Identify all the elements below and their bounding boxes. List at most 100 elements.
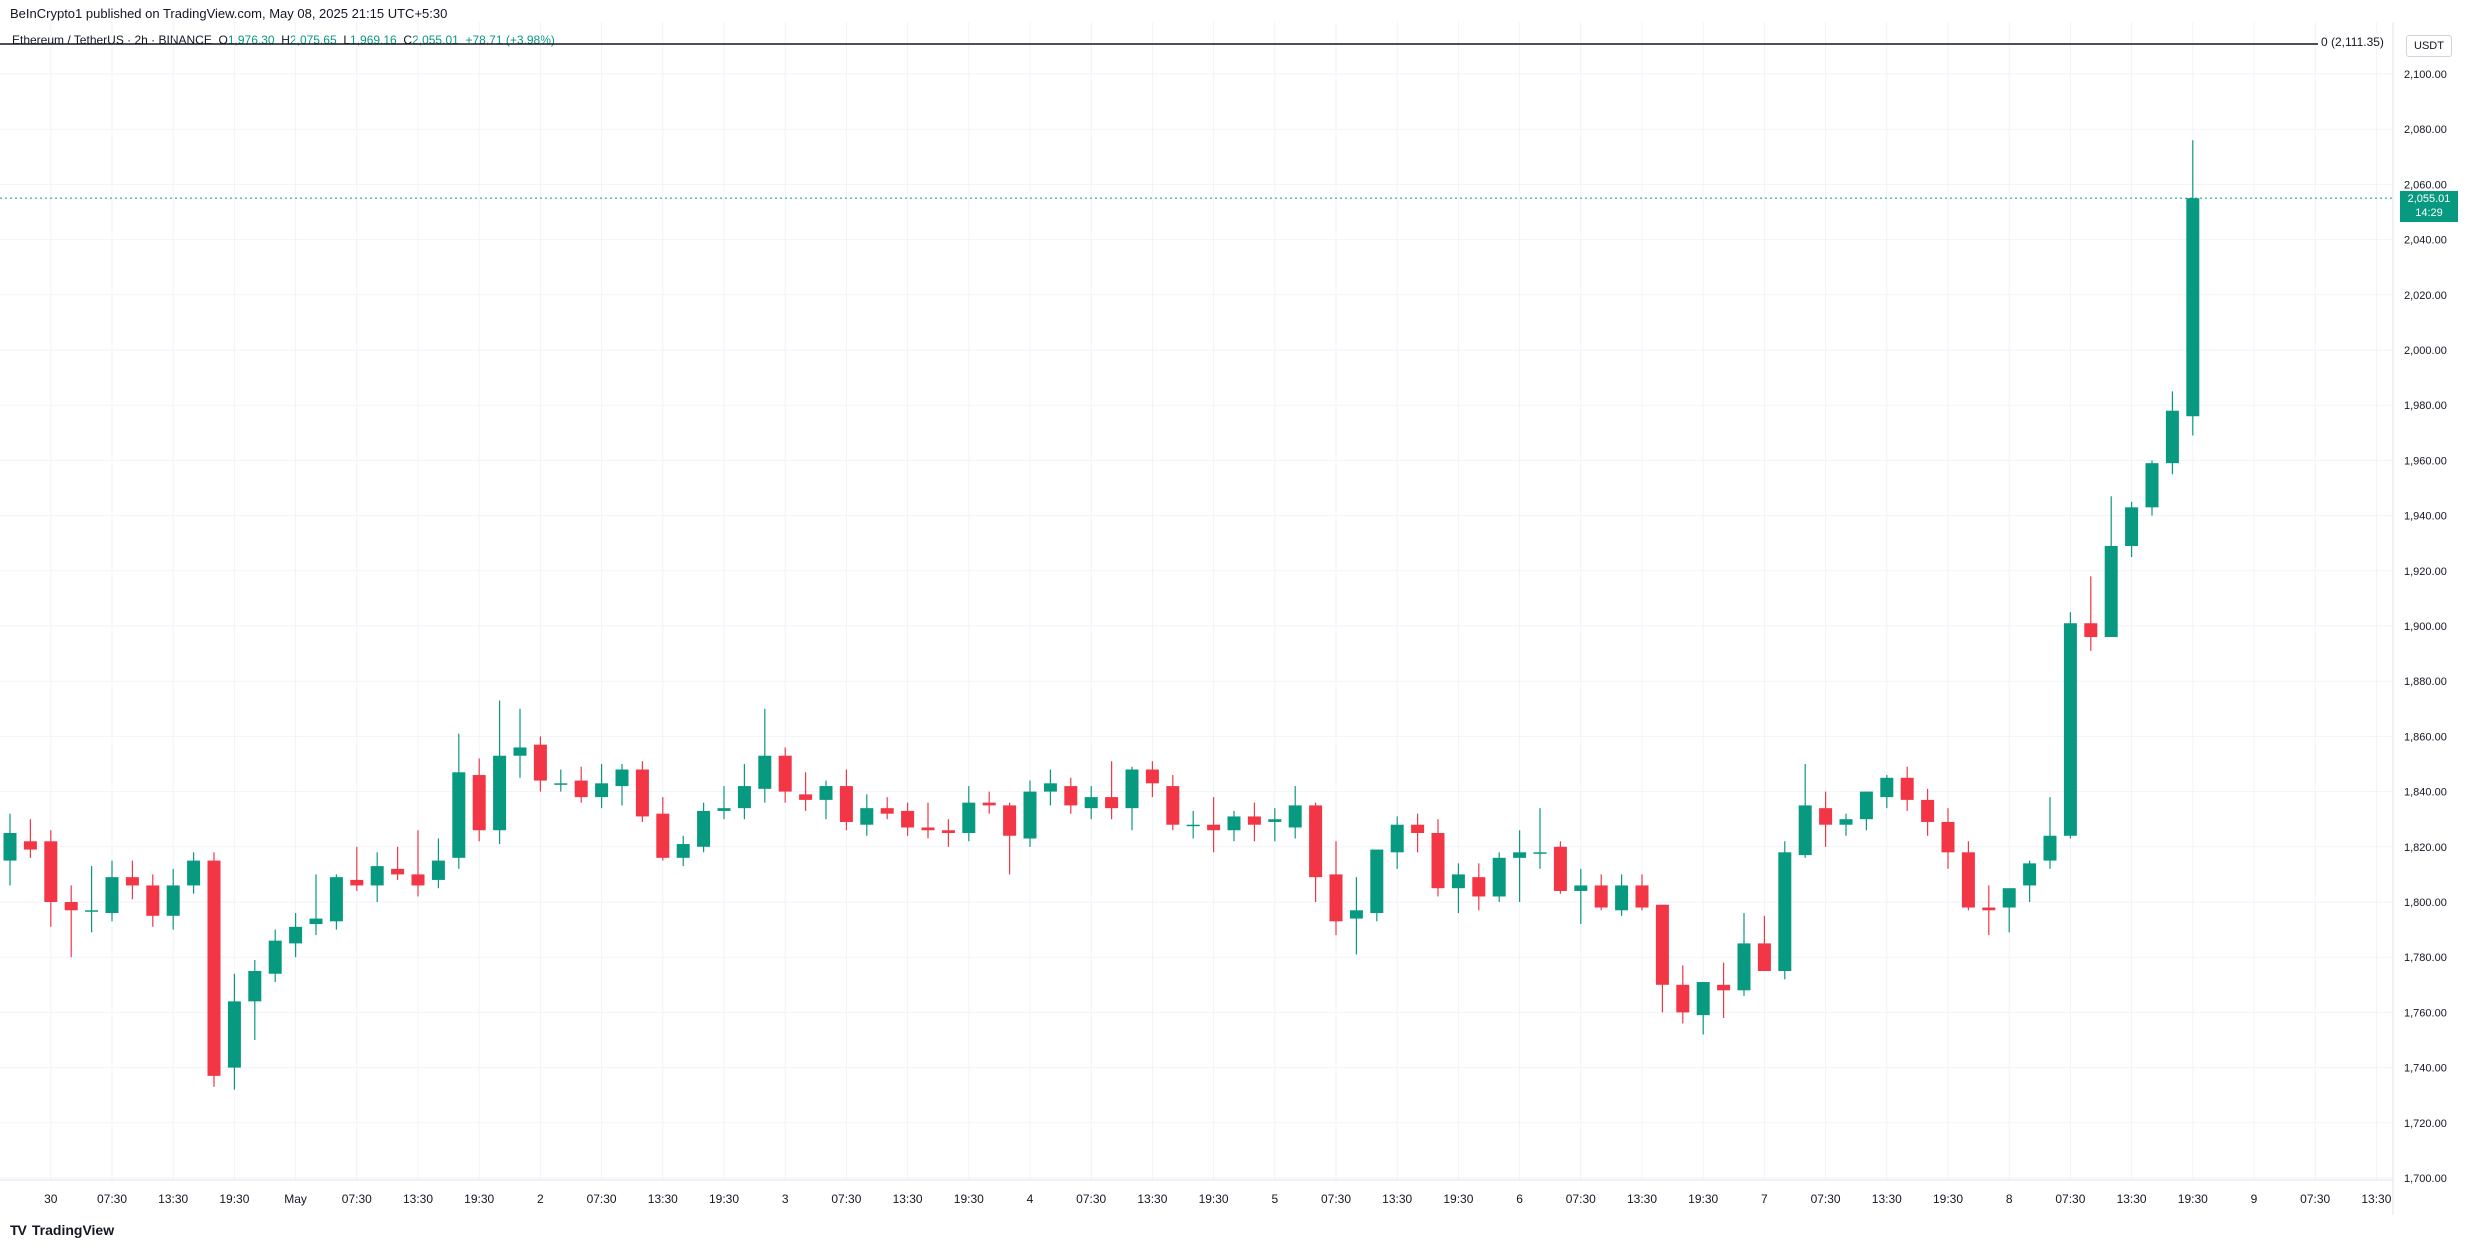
candle [758,708,772,803]
candle-body [1145,769,1159,784]
candle-body [1105,797,1119,809]
time-tick-label: 13:30 [1382,1192,1412,1206]
time-tick-label: 3 [782,1192,789,1206]
candle [615,764,629,806]
price-axis-ticks: 2,100.00 2,080.00 2,060.00 2,040.00 2,020.00… [2404,69,2447,1185]
time-tick-label: 19:30 [1199,1192,1229,1206]
candle [472,758,486,842]
candle [1411,813,1425,853]
candle [1921,788,1935,836]
price-tick-label: 2,000.00 [2404,345,2447,357]
publisher-caption: BeInCrypto1 published on TradingView.com… [10,6,448,21]
candle-body [656,813,670,858]
candle-body [758,755,772,789]
candle [1451,863,1465,914]
candle-body [901,810,915,828]
candle [1880,775,1894,809]
price-tick-label: 1,840.00 [2404,787,2447,799]
currency-button[interactable]: USDT [2406,35,2452,57]
legend-high-label: H [281,33,290,47]
candle-body [513,747,527,756]
candle-body [166,885,180,916]
tradingview-brand[interactable]: TV TradingView [10,1222,114,1238]
time-tick-label: 7 [1761,1192,1768,1206]
time-tick-label: 07:30 [1076,1192,1106,1206]
candle [574,766,588,803]
candle [2063,612,2077,839]
candle [1349,877,1363,955]
candle-body [1839,819,1853,825]
candle [2023,860,2037,902]
time-tick-label: 07:30 [2300,1192,2330,1206]
bar-countdown: 14:29 [2415,207,2443,219]
candle [982,791,996,814]
candle [1370,849,1384,922]
candle [1064,777,1078,814]
candle [2145,460,2159,516]
time-tick-label: 9 [2251,1192,2258,1206]
candle-body [1635,885,1649,908]
time-tick-label: 19:30 [709,1192,739,1206]
candle-body [962,802,976,833]
candle-body [1370,849,1384,914]
candle-body [778,755,792,792]
candle [1309,802,1323,902]
candle [1431,819,1445,897]
time-tick-label: 19:30 [1443,1192,1473,1206]
candle-body [411,874,425,886]
candle-body [1533,852,1547,854]
candle [1247,802,1261,842]
time-tick-label: 30 [44,1192,58,1206]
brand-name: TradingView [31,1222,115,1238]
candle [309,874,323,936]
candle [1676,965,1690,1024]
candle [1533,808,1547,869]
candle [329,874,343,930]
candle [1778,841,1792,980]
candle [1635,874,1649,911]
candle [411,830,425,897]
price-tick-label: 1,920.00 [2404,566,2447,578]
time-tick-label: 13:30 [403,1192,433,1206]
candle-body [289,926,303,944]
candle [1819,791,1833,847]
candle [289,913,303,958]
candle-body [1900,777,1914,800]
price-tick-label: 1,980.00 [2404,400,2447,412]
candle-body [860,808,874,825]
candle-body [1757,943,1771,971]
candle [207,852,221,1087]
candle-body [2186,198,2200,417]
price-tick-label: 1,820.00 [2404,842,2447,854]
candle-body [431,860,445,880]
time-axis-ticks: 30 07:30 13:30 19:30 May 07:30 13:30 19:30 2 07:3… [44,1192,2392,1206]
candle [248,959,262,1040]
candle-body [1472,877,1486,897]
time-tick-label: 6 [1516,1192,1523,1206]
price-tick-label: 1,940.00 [2404,511,2447,523]
candle [1492,852,1506,902]
price-tick-label: 1,800.00 [2404,897,2447,909]
price-tick-label: 2,020.00 [2404,290,2447,302]
candle [1717,962,1731,1018]
candle [2165,391,2179,475]
candle [656,797,670,861]
candle [391,846,405,880]
candle-body [1207,824,1221,831]
candle-body [717,808,731,811]
price-tick-label: 1,700.00 [2404,1173,2447,1185]
candle [819,780,833,820]
candle-body [1390,824,1404,853]
price-tick-label: 1,780.00 [2404,952,2447,964]
candle [350,846,364,891]
legend-open-label: O [218,33,228,47]
candle-body [1023,791,1037,839]
candle [44,830,58,927]
candle [146,874,160,927]
candle [1859,791,1873,831]
time-tick-label: 4 [1027,1192,1034,1206]
candle-body [1513,852,1527,858]
candle [1390,816,1404,869]
candle [880,797,894,820]
